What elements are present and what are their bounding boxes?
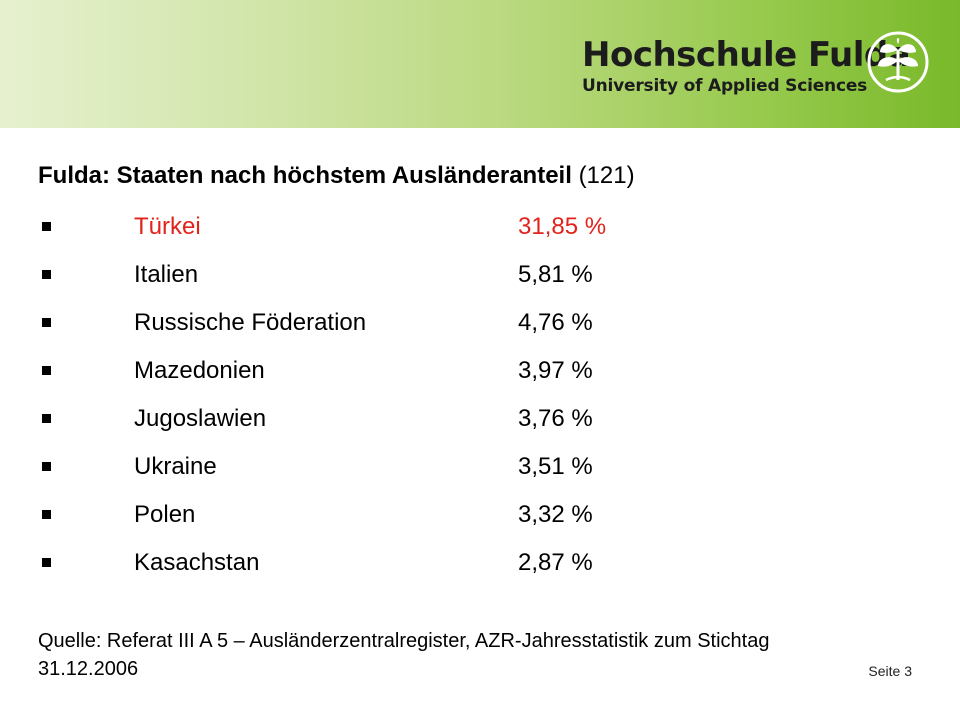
square-bullet-icon xyxy=(42,414,51,423)
square-bullet-icon xyxy=(42,222,51,231)
country-percent: 4,76 % xyxy=(518,309,593,336)
logo-subtitle: University of Applied Sciences xyxy=(582,76,868,96)
square-bullet-icon xyxy=(42,270,51,279)
country-name: Polen xyxy=(134,501,196,528)
leaf-tree-icon xyxy=(867,31,929,93)
country-percent: 2,87 % xyxy=(518,549,593,576)
source-note: Quelle: Referat III A 5 – Ausländerzentr… xyxy=(38,627,898,683)
country-percent: 5,81 % xyxy=(518,261,593,288)
university-logo-text: Hochschule Fulda University of Applied S… xyxy=(582,35,911,96)
country-name: Jugoslawien xyxy=(134,405,267,432)
page-number: Seite 3 xyxy=(868,663,912,679)
country-name: Italien xyxy=(134,261,199,288)
country-percent: 3,51 % xyxy=(518,453,593,480)
country-name: Mazedonien xyxy=(134,357,265,384)
logo-title: Hochschule Fulda xyxy=(582,35,911,75)
square-bullet-icon xyxy=(42,462,51,471)
slide-title: Fulda: Staaten nach höchstem Ausländeran… xyxy=(38,160,635,192)
square-bullet-icon xyxy=(42,366,51,375)
country-percent: 3,32 % xyxy=(518,501,593,528)
source-line-1: Quelle: Referat III A 5 – Ausländerzentr… xyxy=(38,630,770,652)
country-name: Kasachstan xyxy=(134,549,260,576)
country-percent: 3,76 % xyxy=(518,405,593,432)
header-banner: Hochschule Fulda University of Applied S… xyxy=(0,0,960,128)
country-name: Russische Föderation xyxy=(134,309,367,336)
country-percent: 31,85 % xyxy=(518,213,607,240)
slide-title-main: Fulda: Staaten nach höchstem Ausländeran… xyxy=(38,162,572,189)
slide-title-count: (121) xyxy=(578,162,635,189)
square-bullet-icon xyxy=(42,558,51,567)
source-line-2: 31.12.2006 xyxy=(38,658,139,680)
square-bullet-icon xyxy=(42,510,51,519)
square-bullet-icon xyxy=(42,318,51,327)
country-percent: 3,97 % xyxy=(518,357,593,384)
country-name: Türkei xyxy=(134,213,201,240)
country-name: Ukraine xyxy=(134,453,217,480)
